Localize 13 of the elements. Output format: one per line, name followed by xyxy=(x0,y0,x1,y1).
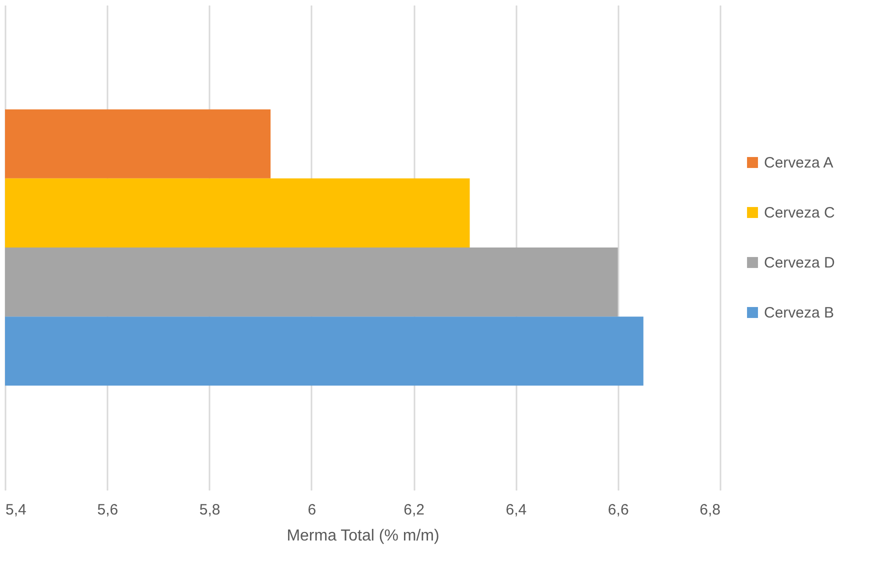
x-tick-label: 6,6 xyxy=(608,502,629,518)
x-tick-label: 6 xyxy=(308,502,316,518)
x-tick-label: 6,2 xyxy=(404,502,424,518)
x-tick-label: 6,4 xyxy=(506,502,527,518)
legend-label: Cerveza A xyxy=(764,154,834,172)
x-axis-title: Merma Total (% m/m) xyxy=(286,528,440,544)
x-tick-label: 6,8 xyxy=(700,502,720,518)
x-tick-label: 5,6 xyxy=(97,502,118,518)
legend-label: Cerveza C xyxy=(764,204,836,222)
legend-label: Cerveza D xyxy=(764,254,836,272)
x-tick-label: 5,4 xyxy=(6,502,26,518)
x-tick-label: 5,8 xyxy=(199,502,220,518)
legend-label: Cerveza B xyxy=(764,304,834,322)
